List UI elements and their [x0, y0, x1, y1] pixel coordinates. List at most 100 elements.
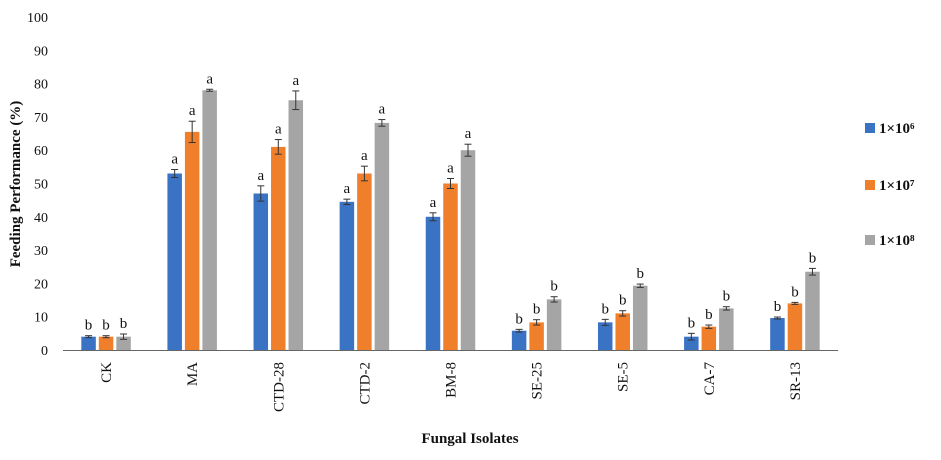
bar [546, 299, 562, 350]
y-tick-label: 60 [34, 144, 48, 159]
y-tick-label: 10 [34, 311, 48, 326]
x-tick-label: BM-8 [444, 362, 460, 398]
x-tick-label: SE-25 [530, 362, 546, 400]
error-bar [343, 198, 351, 205]
bar [443, 183, 458, 350]
bar [719, 308, 734, 351]
y-tick-label: 30 [34, 244, 48, 259]
significance-label: b [774, 299, 782, 315]
error-bar [550, 296, 558, 303]
significance-label: b [723, 289, 731, 305]
error-bar [292, 90, 300, 111]
significance-label: b [705, 307, 713, 323]
significance-label: b [688, 315, 696, 331]
x-tick-label: MA [185, 362, 201, 386]
error-bar [705, 324, 713, 329]
error-bar [533, 319, 541, 326]
bar [253, 193, 269, 350]
significance-label: b [809, 250, 817, 266]
y-tick-label: 100 [27, 11, 48, 26]
bar [529, 322, 544, 350]
legend: 1×10⁶ 1×10⁷ 1×10⁸ [865, 121, 915, 249]
error-bar [429, 212, 437, 222]
error-bar [515, 328, 523, 333]
bar [805, 271, 820, 350]
bar [167, 173, 182, 350]
bar [511, 330, 527, 350]
y-tick-label: 40 [34, 211, 48, 226]
y-axis-ticks: 0 10 20 30 40 50 60 70 80 90 100 [27, 11, 48, 359]
error-bar [102, 335, 110, 339]
y-tick-label: 80 [34, 78, 48, 93]
bar [184, 131, 200, 350]
error-bar [447, 178, 454, 189]
bar [98, 336, 114, 350]
y-tick-label: 50 [34, 178, 48, 193]
error-bar [171, 169, 179, 179]
error-bar [601, 318, 609, 326]
significance-label: a [344, 181, 351, 197]
x-axis-ticks: CK MA CTD-28 CTD-2 BM-8 SE-25 SE-5 CA-7 SR-13 [99, 362, 804, 412]
error-bar [773, 316, 781, 320]
bar [701, 326, 717, 350]
bar [374, 122, 390, 350]
legend-item: 1×10⁸ [865, 233, 915, 249]
significance-label: b [619, 293, 627, 309]
y-axis-title: Feeding Performance (%) [8, 101, 24, 268]
bar [615, 313, 630, 350]
error-bar [636, 283, 644, 288]
error-bar [360, 165, 368, 182]
x-tick-label: CK [99, 362, 115, 383]
error-bar [274, 139, 282, 155]
significance-label: a [206, 71, 213, 87]
error-bar [619, 310, 627, 317]
bars [81, 90, 820, 351]
error-bars [85, 88, 816, 341]
x-tick-label: SE-5 [616, 362, 632, 392]
y-tick-label: 20 [34, 277, 48, 292]
significance-label: a [292, 73, 299, 89]
legend-swatch [865, 235, 875, 245]
x-tick-label: CA-7 [702, 362, 718, 396]
legend-label: 1×10⁷ [879, 178, 915, 194]
significance-label: a [465, 126, 472, 142]
error-bar [808, 267, 816, 276]
bar [770, 318, 785, 350]
legend-item: 1×10⁷ [865, 178, 915, 194]
significance-label: b [533, 302, 541, 318]
x-axis-title: Fungal Isolates [421, 431, 518, 447]
error-bar [378, 119, 386, 127]
bar [357, 173, 372, 350]
bar [339, 201, 355, 350]
bar [81, 336, 96, 350]
bar [787, 303, 803, 350]
bar [597, 322, 613, 350]
significance-label: a [171, 152, 178, 168]
significance-label: b [102, 318, 110, 334]
legend-swatch [865, 180, 875, 190]
significance-label: a [430, 195, 437, 211]
significance-label: b [550, 279, 558, 295]
error-bar [257, 185, 265, 202]
x-tick-label: SR-13 [788, 362, 804, 400]
bar [271, 146, 286, 350]
x-tick-label: CTD-2 [357, 362, 373, 405]
x-tick-label: CTD-28 [271, 362, 287, 412]
significance-label: a [275, 122, 282, 138]
significance-label: a [361, 148, 368, 164]
y-tick-label: 0 [41, 344, 48, 359]
significance-label: a [379, 102, 386, 118]
bar [684, 336, 699, 350]
significance-label: b [601, 301, 609, 317]
bar [632, 285, 648, 350]
bar [460, 150, 476, 350]
error-bar [722, 306, 730, 311]
legend-swatch [865, 123, 875, 133]
error-bar [188, 120, 196, 144]
significance-label: b [515, 311, 523, 327]
legend-label: 1×10⁸ [879, 233, 915, 249]
significance-label: a [189, 103, 196, 119]
y-tick-label: 90 [34, 44, 48, 59]
